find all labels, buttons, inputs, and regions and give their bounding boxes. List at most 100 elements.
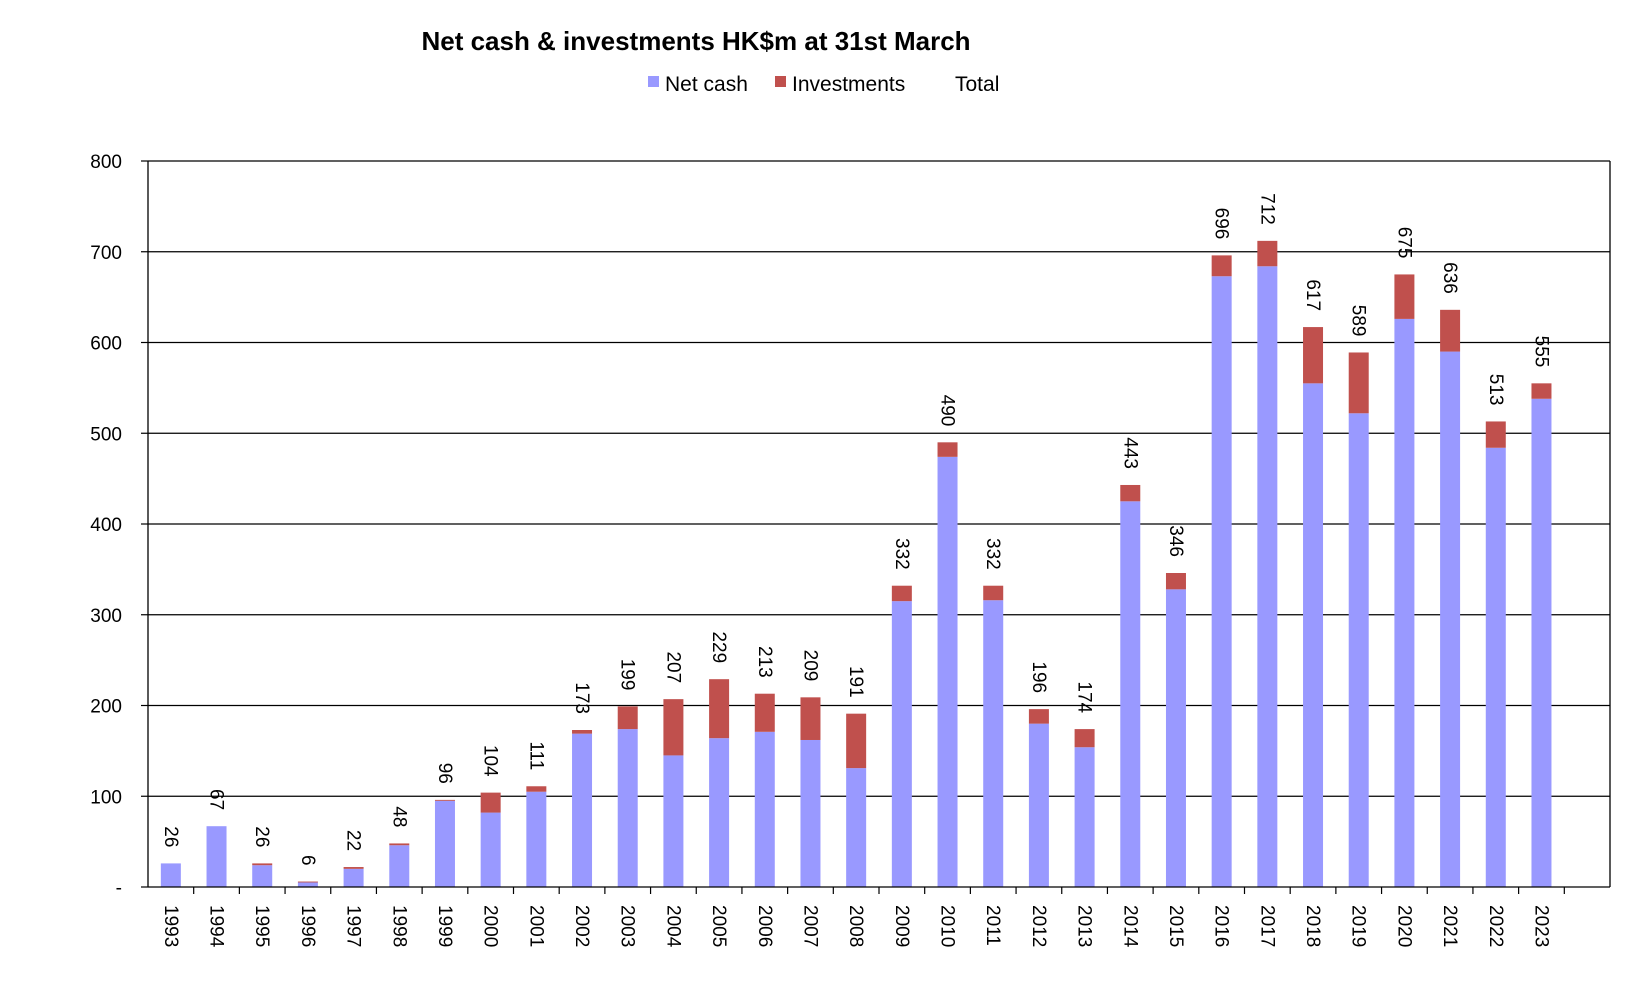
bar-net-cash-1996 (297, 882, 318, 887)
bar-net-cash-2001 (526, 791, 547, 887)
bar-investments-2007 (800, 697, 821, 740)
x-tick-label-2018: 2018 (1302, 905, 1323, 947)
data-label-total-2003: 199 (617, 659, 638, 691)
data-label-total-1993: 26 (160, 826, 181, 847)
data-label-total-2005: 229 (708, 631, 729, 663)
legend-label-net-cash: Net cash (665, 73, 748, 96)
y-tick-label-200: 200 (90, 697, 122, 718)
bar-investments-2000 (480, 792, 501, 813)
bar-investments-2008 (846, 713, 867, 769)
x-tick-label-2006: 2006 (754, 905, 775, 947)
x-tick-label-2020: 2020 (1393, 905, 1414, 947)
bar-net-cash-2009 (891, 601, 912, 887)
data-label-total-2017: 712 (1256, 193, 1277, 225)
data-label-total-2010: 490 (937, 395, 958, 427)
bar-net-cash-1994 (206, 826, 227, 887)
x-tick-label-2014: 2014 (1119, 905, 1140, 948)
bar-investments-2009 (891, 585, 912, 602)
bar-investments-2014 (1120, 484, 1141, 502)
x-tick-label-2003: 2003 (617, 905, 638, 947)
data-label-total-2022: 513 (1485, 374, 1506, 406)
x-tick-label-1994: 1994 (206, 905, 227, 948)
bar-net-cash-2006 (754, 731, 775, 887)
bar-net-cash-2014 (1120, 501, 1141, 887)
bar-net-cash-2000 (480, 812, 501, 887)
y-tick-label-400: 400 (90, 515, 122, 536)
bar-investments-2004 (663, 699, 684, 756)
bar-investments-2003 (617, 706, 638, 730)
x-tick-label-2013: 2013 (1074, 905, 1095, 947)
data-label-total-2012: 196 (1028, 661, 1049, 693)
x-tick-label-1995: 1995 (251, 905, 272, 947)
bar-investments-2018 (1303, 327, 1324, 384)
gridlines (148, 160, 1610, 797)
y-tick-label-500: 500 (90, 424, 122, 445)
bar-investments-2006 (754, 693, 775, 732)
x-tick-label-2012: 2012 (1028, 905, 1049, 947)
bar-investments-1999 (434, 799, 455, 801)
bar-investments-2023 (1531, 383, 1552, 399)
data-label-total-1998: 48 (388, 806, 409, 827)
x-tick-label-2002: 2002 (571, 905, 592, 947)
x-tick-label-2023: 2023 (1530, 905, 1551, 947)
y-tick-label-100: 100 (90, 787, 122, 808)
bar-net-cash-1999 (434, 800, 455, 887)
x-tick-label-1999: 1999 (434, 905, 455, 947)
bar-investments-1998 (389, 843, 410, 846)
bar-net-cash-2004 (663, 755, 684, 887)
bar-net-cash-2018 (1303, 383, 1324, 887)
legend-swatch-net-cash (648, 76, 659, 87)
data-label-total-2008: 191 (845, 666, 866, 698)
data-label-total-1994: 67 (206, 789, 227, 810)
bar-net-cash-1995 (252, 865, 273, 887)
bar-net-cash-2019 (1348, 413, 1369, 887)
x-tick-label-2004: 2004 (662, 905, 683, 948)
legend: Net cash Investments Total (648, 73, 999, 96)
x-tick-label-2022: 2022 (1485, 905, 1506, 947)
y-tick-label-600: 600 (90, 334, 122, 355)
bar-investments-1997 (343, 867, 364, 869)
bar-net-cash-2008 (846, 768, 867, 887)
bar-net-cash-2007 (800, 739, 821, 887)
x-tick-label-1998: 1998 (388, 905, 409, 947)
data-label-total-2007: 209 (799, 650, 820, 682)
bar-net-cash-2021 (1440, 351, 1461, 887)
bar-net-cash-2012 (1028, 723, 1049, 887)
data-labels: 26 67 26 6 22 48 96 104 111 173 199 207 229 213 209 191… (160, 193, 1552, 865)
data-label-total-2014: 443 (1119, 437, 1140, 469)
bar-investments-2012 (1028, 709, 1049, 724)
bar-investments-1995 (252, 863, 273, 866)
bars (160, 240, 1552, 887)
bar-investments-2010 (937, 442, 958, 457)
data-label-total-2013: 174 (1074, 681, 1095, 713)
data-label-total-2006: 213 (754, 646, 775, 678)
data-label-total-1995: 26 (251, 826, 272, 847)
legend-label-investments: Investments (792, 73, 905, 96)
bar-investments-2011 (983, 585, 1004, 601)
data-label-total-2009: 332 (891, 538, 912, 570)
bar-net-cash-2022 (1485, 447, 1506, 887)
bar-investments-2002 (572, 730, 593, 734)
data-label-total-2023: 555 (1530, 336, 1551, 368)
x-tick-label-2010: 2010 (937, 905, 958, 947)
x-tick-label-2016: 2016 (1211, 905, 1232, 947)
y-tick-label-300: 300 (90, 606, 122, 627)
x-tick-label-1996: 1996 (297, 905, 318, 947)
bar-investments-2021 (1440, 309, 1461, 352)
x-tick-label-2017: 2017 (1256, 905, 1277, 947)
x-tick-label-2015: 2015 (1165, 905, 1186, 947)
data-label-total-2016: 696 (1211, 208, 1232, 240)
x-tick-label-1993: 1993 (160, 905, 181, 947)
x-tick-label-2008: 2008 (845, 905, 866, 947)
x-tick-label-1997: 1997 (343, 905, 364, 947)
bar-investments-2005 (709, 679, 730, 739)
data-label-total-1997: 22 (343, 830, 364, 851)
data-label-total-2002: 173 (571, 682, 592, 714)
bar-net-cash-2003 (617, 729, 638, 887)
bar-investments-2022 (1485, 421, 1506, 448)
bar-net-cash-2010 (937, 456, 958, 887)
y-tick-label-700: 700 (90, 243, 122, 264)
y-tick-label-0: - (116, 878, 122, 899)
chart-title: Net cash & investments HK$m at 31st Marc… (421, 26, 970, 56)
